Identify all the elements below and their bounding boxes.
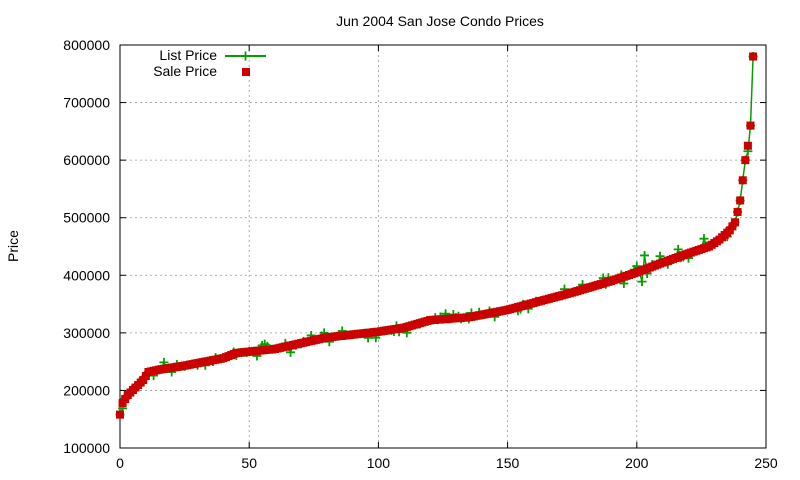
y-tick-label: 400000 [63, 267, 110, 283]
x-tick-label: 150 [496, 455, 520, 471]
sale-price-point [116, 410, 124, 419]
sale-price-point [746, 121, 755, 130]
legend-marker-list-price [241, 51, 250, 61]
sale-price-point [738, 176, 747, 185]
chart-title: Jun 2004 San Jose Condo Prices [336, 13, 544, 29]
axis-ticks: 0 50 100 150 200 250 100000 200000 300000 400000 5… [63, 37, 778, 471]
legend-label-sale-price: Sale Price [153, 63, 217, 79]
list-price-point [640, 250, 650, 260]
x-tick-label: 250 [754, 455, 778, 471]
sale-price-point [741, 156, 750, 165]
y-tick-label: 100000 [63, 440, 110, 456]
y-tick-label: 500000 [63, 210, 110, 226]
list-price-point [699, 234, 709, 244]
sale-price-point [736, 196, 745, 205]
sale-price-point [725, 226, 734, 235]
x-tick-label: 0 [116, 455, 124, 471]
sale-price-point [730, 218, 739, 227]
sale-price-point [141, 372, 150, 381]
y-tick-label: 300000 [63, 325, 110, 341]
list-price-point [637, 277, 647, 287]
y-axis-label: Price [5, 230, 21, 262]
legend-label-list-price: List Price [159, 47, 217, 63]
plot-frame [119, 44, 767, 449]
sale-price-series [116, 52, 758, 419]
y-tick-label: 600000 [63, 152, 110, 168]
sale-price-point [118, 399, 127, 408]
y-tick-label: 700000 [63, 95, 110, 111]
sale-price-point [733, 207, 742, 216]
legend: List Price Sale Price [153, 47, 266, 79]
x-tick-label: 50 [241, 455, 257, 471]
sale-price-point [749, 52, 758, 61]
y-tick-label: 200000 [63, 382, 110, 398]
sale-price-point [139, 376, 148, 385]
x-tick-label: 100 [367, 455, 391, 471]
sale-price-point [743, 141, 752, 150]
legend-marker-sale-price [242, 68, 250, 76]
y-tick-label: 800000 [63, 37, 110, 53]
sale-price-point [728, 222, 737, 231]
grid-lines [120, 45, 766, 448]
x-tick-label: 200 [625, 455, 649, 471]
sale-price-point [121, 395, 130, 404]
